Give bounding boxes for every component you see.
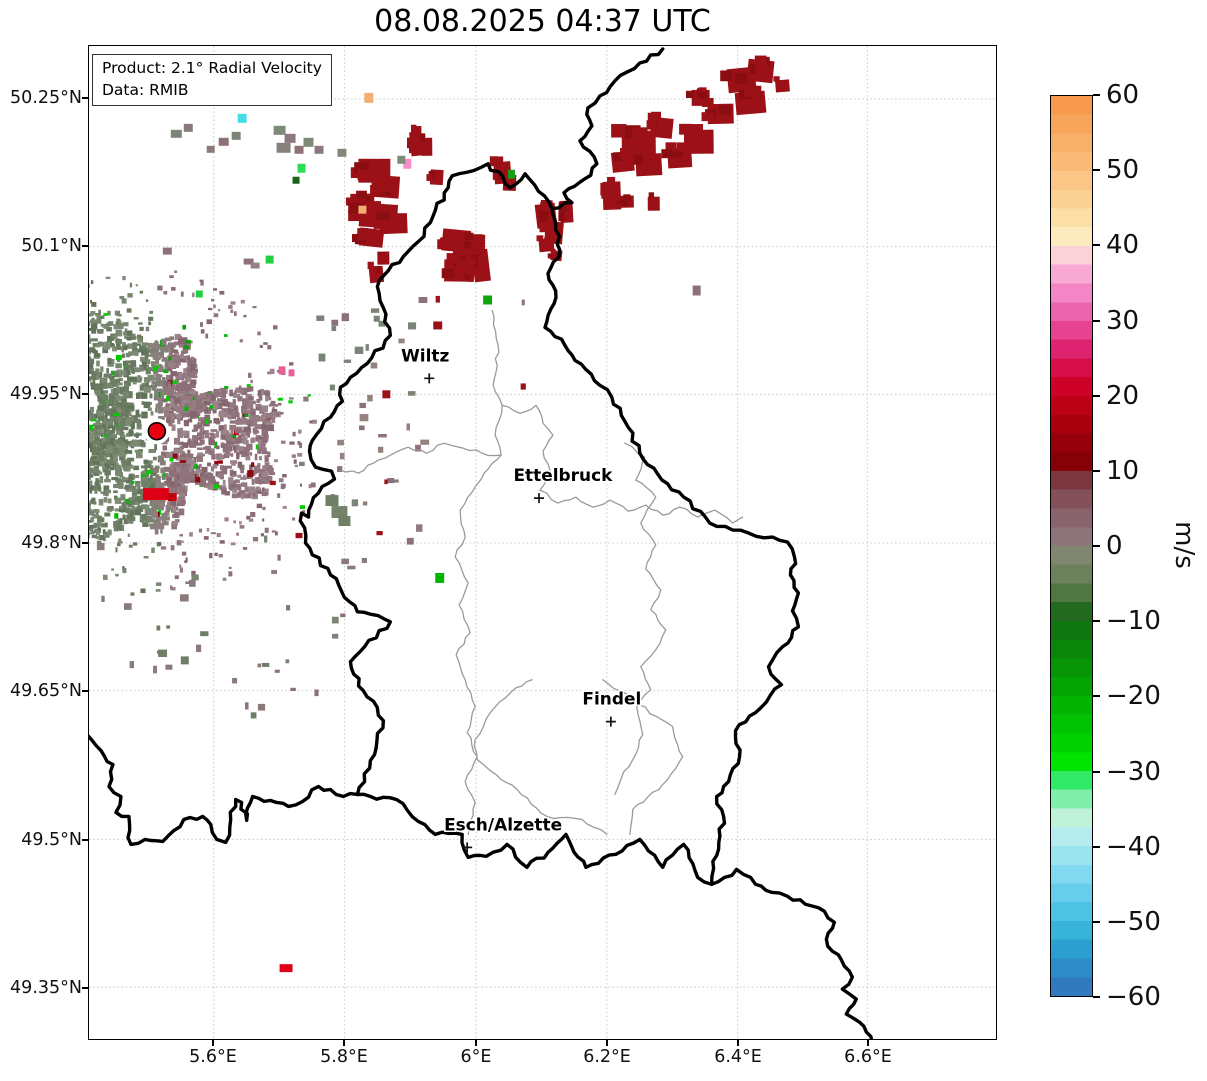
colorbar-tick-label: 30 <box>1106 305 1140 336</box>
colorbar-tick-label: −10 <box>1106 606 1161 637</box>
lon-tick-mark <box>342 1040 345 1046</box>
colorbar-tick-mark <box>1093 394 1100 397</box>
colorbar-tick-mark <box>1093 94 1100 96</box>
colorbar-tick-label: −60 <box>1106 982 1161 1012</box>
city-plus-marker <box>534 493 544 504</box>
radar-map-canvas: Wiltz Ettelbruck Findel Esch/Alzette <box>89 46 996 1039</box>
city-label: Ettelbruck <box>513 465 613 485</box>
colorbar-tick-mark <box>1093 996 1100 998</box>
colorbar-tick-label: −40 <box>1106 831 1161 862</box>
colorbar-tick-label: 60 <box>1106 80 1140 110</box>
lat-tick-mark <box>82 97 88 100</box>
lon-tick-label: 5.6°E <box>189 1047 237 1067</box>
colorbar-tick-mark <box>1093 319 1100 322</box>
city-plus-marker <box>462 842 473 853</box>
colorbar-tick-mark <box>1093 545 1100 547</box>
colorbar-tick-label: −50 <box>1106 906 1161 937</box>
lon-tick-mark <box>211 1040 214 1046</box>
lat-tick-mark <box>82 689 88 692</box>
lon-tick-mark <box>867 1040 869 1046</box>
lat-tick-mark <box>82 244 88 247</box>
lon-tick-label: 6.2°E <box>583 1047 631 1067</box>
lat-tick-mark <box>82 541 88 544</box>
lon-tick-mark <box>737 1040 740 1046</box>
lat-tick-label: 50.25°N <box>10 88 82 109</box>
lon-tick-label: 6.4°E <box>714 1047 762 1067</box>
lon-tick-mark <box>474 1040 477 1046</box>
country-borders <box>89 47 874 1039</box>
product-label: Product: 2.1° Radial Velocity <box>102 59 322 77</box>
city-plus-marker <box>605 716 616 727</box>
city-label: Findel <box>582 689 641 709</box>
lon-tick-label: 6.6°E <box>844 1047 892 1067</box>
colorbar-tick-label: 20 <box>1106 380 1140 411</box>
city-label: Wiltz <box>401 345 449 365</box>
lat-tick-label: 49.5°N <box>21 830 82 850</box>
precip-echo-clusters <box>345 55 790 284</box>
colorbar-tick-label: −20 <box>1106 681 1161 712</box>
lon-tick-label: 5.8°E <box>320 1047 368 1067</box>
lat-tick-mark <box>82 393 88 396</box>
lat-tick-label: 49.35°N <box>10 977 82 998</box>
colorbar-tick-label: 50 <box>1106 155 1140 186</box>
district-borders <box>339 309 744 836</box>
colorbar-tick-mark <box>1093 770 1100 773</box>
colorbar-unit-label: m/s <box>1169 521 1199 569</box>
lon-tick-label: 6°E <box>460 1047 492 1067</box>
colorbar-tick-mark <box>1093 169 1100 172</box>
colorbar-tick-mark <box>1093 695 1100 698</box>
city-label: Esch/Alzette <box>444 814 562 834</box>
radar-velocity-field <box>89 270 526 719</box>
colorbar-tick-label: 0 <box>1106 531 1123 561</box>
gridlines <box>89 46 996 1039</box>
lat-tick-label: 50.1°N <box>21 235 82 256</box>
colorbar-tick-mark <box>1093 244 1100 247</box>
product-info-box: Product: 2.1° Radial Velocity Data: RMIB <box>92 54 332 107</box>
data-source-label: Data: RMIB <box>102 80 189 99</box>
map-plot-area: Wiltz Ettelbruck Findel Esch/Alzette Produc… <box>88 45 997 1040</box>
colorbar-tick-mark <box>1093 920 1100 923</box>
scatter-echo-specks <box>142 92 701 973</box>
colorbar <box>1050 95 1093 997</box>
colorbar-tick-label: 10 <box>1106 455 1140 486</box>
colorbar-tick-label: −30 <box>1106 756 1161 787</box>
radar-site-marker <box>143 418 170 445</box>
city-markers: Wiltz Ettelbruck Findel Esch/Alzette <box>400 344 643 853</box>
lat-tick-mark <box>82 839 88 841</box>
lon-tick-mark <box>606 1040 609 1046</box>
colorbar-tick-label: 40 <box>1106 230 1140 261</box>
lat-tick-mark <box>82 986 88 989</box>
colorbar-tick-mark <box>1093 845 1100 848</box>
city-plus-marker <box>424 373 435 384</box>
colorbar-tick-mark <box>1093 620 1100 623</box>
colorbar-gradient <box>1051 96 1092 996</box>
figure-title: 08.08.2025 04:37 UTC <box>374 4 711 39</box>
colorbar-tick-mark <box>1093 469 1100 472</box>
lat-tick-label: 49.65°N <box>10 680 82 701</box>
lat-tick-label: 49.95°N <box>10 384 82 405</box>
lat-tick-label: 49.8°N <box>21 532 82 553</box>
